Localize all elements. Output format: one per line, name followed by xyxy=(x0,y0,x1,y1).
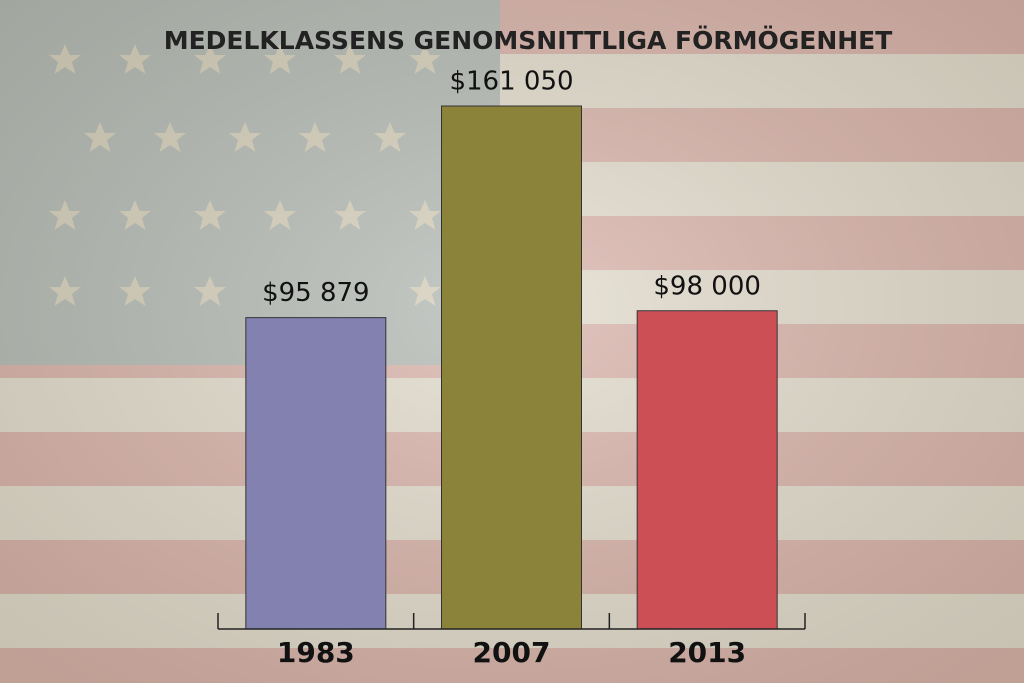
value-label: $161 050 xyxy=(449,67,573,97)
chart-title: MEDELKLASSENS GENOMSNITTLIGA FÖRMÖGENHET xyxy=(164,25,893,55)
x-tick-label: 1983 xyxy=(277,636,355,669)
bar xyxy=(636,310,778,630)
value-label: $95 879 xyxy=(262,278,370,308)
x-tick-label: 2013 xyxy=(668,636,746,669)
bar xyxy=(441,105,582,630)
x-tick-label: 2007 xyxy=(473,636,551,669)
value-label: $98 000 xyxy=(653,271,761,301)
bar xyxy=(245,317,387,630)
